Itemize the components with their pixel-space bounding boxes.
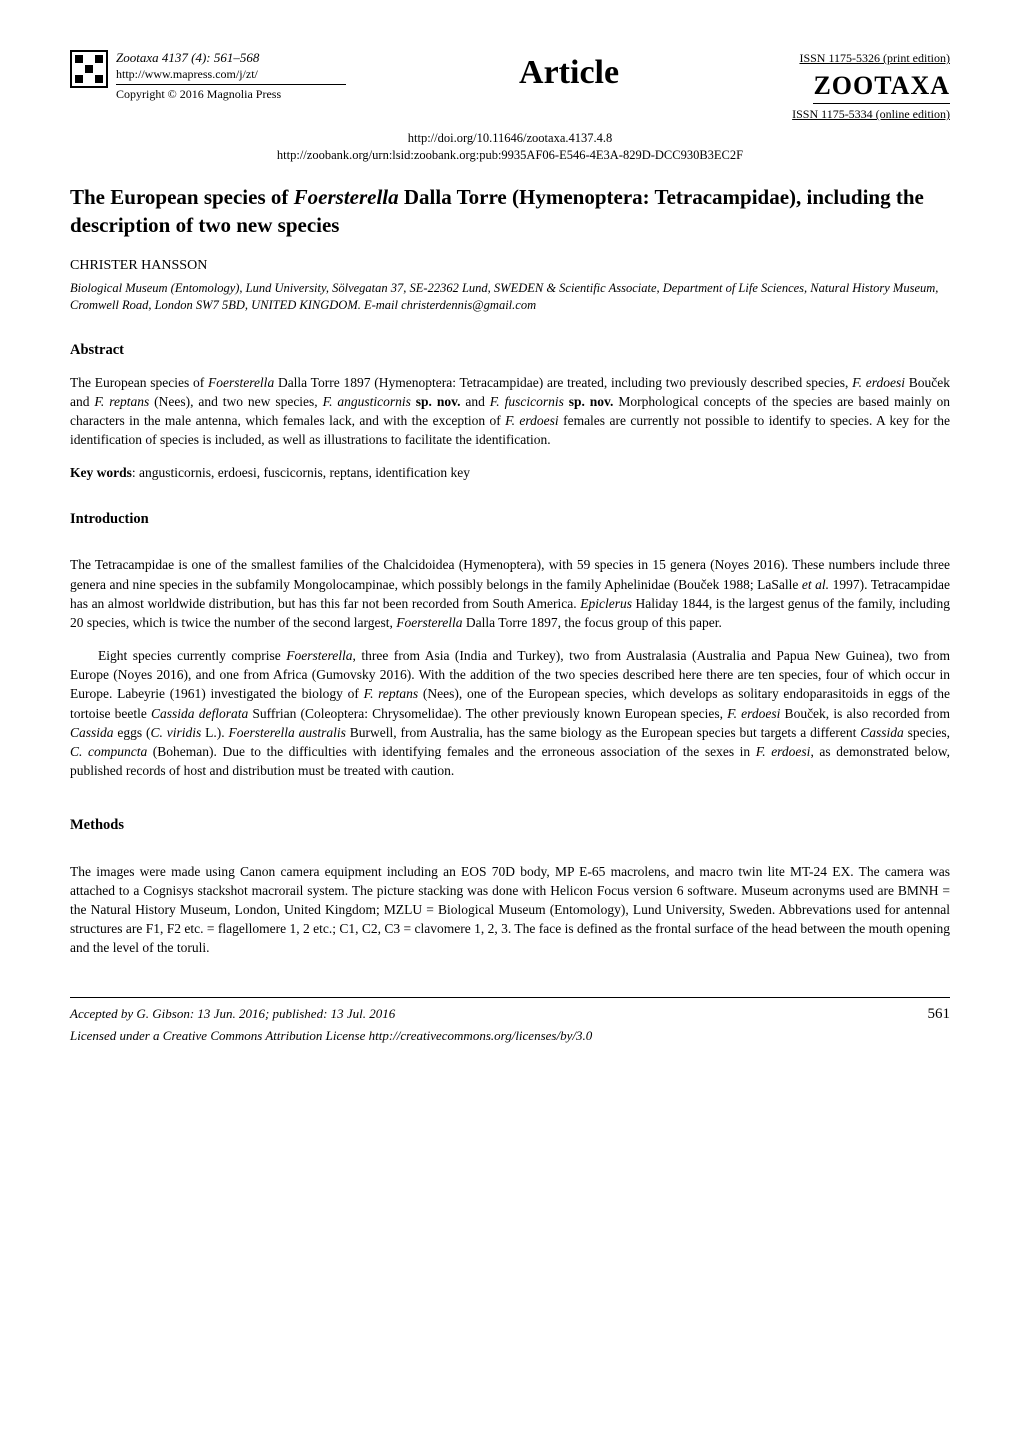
keywords-label: Key words bbox=[70, 465, 132, 480]
abstract-text: Dalla Torre 1897 (Hymenoptera: Tetracamp… bbox=[274, 375, 852, 390]
header-left: Zootaxa 4137 (4): 561–568 http://www.map… bbox=[70, 50, 346, 103]
journal-citation: Zootaxa 4137 (4): 561–568 bbox=[116, 50, 346, 67]
keywords-text: : angusticornis, erdoesi, fuscicornis, r… bbox=[132, 465, 470, 480]
introduction-heading: Introduction bbox=[70, 510, 950, 530]
intro-text: species, bbox=[904, 725, 950, 740]
abstract-text: and bbox=[460, 394, 489, 409]
keywords-line: Key words: angusticornis, erdoesi, fusci… bbox=[70, 464, 950, 482]
methods-heading: Methods bbox=[70, 816, 950, 836]
abstract-species: F. fuscicornis bbox=[490, 394, 564, 409]
intro-genus: Foersterella bbox=[396, 615, 462, 630]
author-name: CHRISTER HANSSON bbox=[70, 257, 950, 276]
intro-paragraph-1: The Tetracampidae is one of the smallest… bbox=[70, 555, 950, 632]
qr-icon bbox=[70, 50, 108, 88]
intro-text: Eight species currently comprise bbox=[98, 648, 286, 663]
intro-genus: Foersterella bbox=[286, 648, 352, 663]
intro-genus: Epiclerus bbox=[580, 596, 632, 611]
author-affiliation: Biological Museum (Entomology), Lund Uni… bbox=[70, 280, 950, 314]
intro-text: Suffrian (Coleoptera: Chrysomelidae). Th… bbox=[248, 706, 727, 721]
copyright-line: Copyright © 2016 Magnolia Press bbox=[116, 84, 346, 103]
article-label: Article bbox=[346, 50, 792, 96]
abstract-genus: Foersterella bbox=[208, 375, 274, 390]
abstract-species: F. reptans bbox=[94, 394, 149, 409]
title-prefix: The European species of bbox=[70, 185, 294, 209]
journal-url: http://www.mapress.com/j/zt/ bbox=[116, 67, 346, 83]
intro-text: Bouček, is also recorded from bbox=[780, 706, 950, 721]
abstract-text: (Nees), and two new species, bbox=[149, 394, 322, 409]
abstract-heading: Abstract bbox=[70, 341, 950, 361]
journal-header: Zootaxa 4137 (4): 561–568 http://www.map… bbox=[70, 50, 950, 122]
intro-species: C. viridis bbox=[151, 725, 202, 740]
intro-species: Cassida deflorata bbox=[151, 706, 248, 721]
intro-species: C. compuncta bbox=[70, 744, 147, 759]
abstract-paragraph: The European species of Foersterella Dal… bbox=[70, 373, 950, 450]
abstract-species: F. angusticornis bbox=[323, 394, 411, 409]
intro-species: Foersterella australis bbox=[229, 725, 346, 740]
intro-genus: Cassida bbox=[70, 725, 114, 740]
footer-row: Accepted by G. Gibson: 13 Jun. 2016; pub… bbox=[70, 1004, 950, 1024]
abstract-text: The European species of bbox=[70, 375, 208, 390]
intro-species: F. erdoesi bbox=[727, 706, 780, 721]
doi-url: http://doi.org/10.11646/zootaxa.4137.4.8 bbox=[70, 130, 950, 147]
abstract-species: F. erdoesi bbox=[852, 375, 905, 390]
doi-block: http://doi.org/10.11646/zootaxa.4137.4.8… bbox=[70, 130, 950, 164]
accepted-date: Accepted by G. Gibson: 13 Jun. 2016; pub… bbox=[70, 1005, 395, 1023]
intro-text: L.). bbox=[201, 725, 228, 740]
page-number: 561 bbox=[928, 1004, 951, 1024]
intro-text: eggs ( bbox=[114, 725, 151, 740]
article-title: The European species of Foersterella Dal… bbox=[70, 184, 950, 239]
header-right: ISSN 1175-5326 (print edition) ZOOTAXA I… bbox=[792, 50, 950, 122]
license-line: Licensed under a Creative Commons Attrib… bbox=[70, 1027, 950, 1045]
intro-text: (Boheman). Due to the difficulties with … bbox=[147, 744, 756, 759]
intro-etal: et al. bbox=[802, 577, 829, 592]
footer: Accepted by G. Gibson: 13 Jun. 2016; pub… bbox=[70, 997, 950, 1044]
intro-genus: Cassida bbox=[860, 725, 904, 740]
intro-species: F. erdoesi bbox=[756, 744, 811, 759]
zootaxa-logo: ZOOTAXA bbox=[813, 68, 950, 104]
intro-species: F. reptans bbox=[364, 686, 419, 701]
intro-text: Burwell, from Australia, has the same bi… bbox=[346, 725, 860, 740]
abstract-spnov: sp. nov. bbox=[411, 394, 461, 409]
issn-online: ISSN 1175-5334 (online edition) bbox=[792, 106, 950, 122]
abstract-species: F. erdoesi bbox=[505, 413, 559, 428]
citation-block: Zootaxa 4137 (4): 561–568 http://www.map… bbox=[116, 50, 346, 103]
intro-paragraph-2: Eight species currently comprise Foerste… bbox=[70, 646, 950, 780]
abstract-spnov: sp. nov. bbox=[564, 394, 614, 409]
issn-print: ISSN 1175-5326 (print edition) bbox=[792, 50, 950, 66]
intro-text: Dalla Torre 1897, the focus group of thi… bbox=[463, 615, 722, 630]
title-genus: Foersterella bbox=[294, 185, 399, 209]
header-center: Article bbox=[346, 50, 792, 96]
methods-paragraph: The images were made using Canon camera … bbox=[70, 862, 950, 958]
zoobank-url: http://zoobank.org/urn:lsid:zoobank.org:… bbox=[70, 147, 950, 164]
